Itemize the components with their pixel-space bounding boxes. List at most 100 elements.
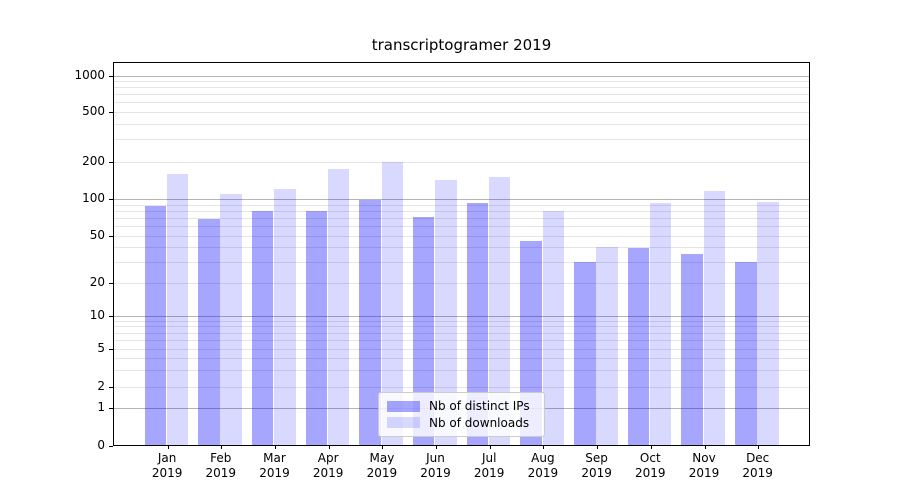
- gridline-minor: [114, 161, 809, 163]
- x-tick-label: Jul 2019: [473, 451, 505, 480]
- gridline-minor: [114, 340, 809, 342]
- x-tick-label: May 2019: [366, 451, 398, 480]
- plot-area: [109, 62, 810, 449]
- y-tick-label: 200: [82, 153, 105, 168]
- x-tick-mark: [758, 445, 760, 449]
- gridline-minor: [114, 210, 809, 212]
- legend-swatch-downloads: [387, 417, 420, 429]
- y-tick-mark: [109, 111, 113, 113]
- y-tick-mark: [109, 349, 113, 350]
- bar-jan-downloads: [166, 174, 189, 445]
- x-tick-mark: [167, 445, 169, 449]
- bar-jan-distinct-ips: [144, 205, 167, 445]
- y-tick-label: 2: [97, 378, 105, 393]
- y-tick-label: 100: [82, 191, 105, 205]
- x-tick-mark: [597, 445, 599, 449]
- y-tick-label: 0: [97, 438, 105, 453]
- chart-title: transcriptogramer 2019: [371, 36, 552, 54]
- gridline-minor: [114, 102, 809, 104]
- x-tick-label: Nov 2019: [688, 451, 720, 480]
- y-tick-mark: [109, 315, 113, 317]
- bar-sep-downloads: [596, 246, 618, 445]
- y-tick-mark: [109, 161, 113, 163]
- gridline-minor: [114, 370, 809, 371]
- bar-mar-distinct-ips: [251, 210, 274, 445]
- y-tick-label: 5: [97, 341, 105, 355]
- bar-mar-downloads: [274, 188, 296, 445]
- gridline-minor: [114, 386, 809, 388]
- gridline-minor: [114, 225, 809, 227]
- x-tick-mark: [382, 445, 384, 449]
- gridline-minor: [114, 332, 809, 334]
- x-tick-label: Aug 2019: [527, 451, 559, 480]
- gridline-minor: [114, 111, 809, 113]
- y-tick-mark: [109, 199, 113, 200]
- bar-dec-distinct-ips: [735, 262, 757, 445]
- x-tick-mark: [543, 445, 545, 449]
- x-tick-label: Apr 2019: [312, 451, 344, 480]
- y-tick-mark: [109, 408, 113, 409]
- bar-dec-downloads: [757, 202, 779, 445]
- gridline-minor: [114, 246, 809, 248]
- gridline-minor: [114, 217, 809, 219]
- bar-sep-distinct-ips: [574, 262, 596, 445]
- y-tick-label: 1: [97, 400, 105, 414]
- x-tick-label: Dec 2019: [742, 451, 773, 480]
- legend-item-downloads: Nb of downloads: [387, 415, 536, 430]
- bar-feb-downloads: [220, 194, 242, 445]
- y-tick-label: 10: [89, 307, 105, 322]
- y-tick-mark: [109, 235, 113, 237]
- gridline-major: [114, 315, 809, 317]
- x-tick-label: Mar 2019: [259, 451, 290, 480]
- x-tick-mark: [489, 445, 491, 449]
- y-tick-mark: [109, 76, 113, 77]
- y-tick-mark: [109, 446, 113, 448]
- bar-oct-distinct-ips: [627, 248, 650, 445]
- x-tick-label: Feb 2019: [205, 451, 237, 480]
- x-tick-mark: [221, 445, 223, 449]
- bar-feb-distinct-ips: [198, 218, 220, 445]
- x-tick-mark: [650, 445, 652, 449]
- gridline-minor: [114, 94, 809, 96]
- gridline-minor: [114, 349, 809, 350]
- y-tick-label: 50: [89, 227, 105, 242]
- x-tick-mark: [704, 445, 706, 449]
- bar-jul-downloads: [488, 176, 511, 445]
- y-tick-label: 500: [82, 103, 105, 118]
- legend-item-distinct-ips: Nb of distinct IPs: [387, 399, 536, 414]
- bar-jun-downloads: [435, 180, 457, 445]
- gridline-minor: [114, 282, 809, 284]
- bar-jul-distinct-ips: [466, 202, 489, 445]
- x-tick-mark: [275, 445, 276, 449]
- bar-nov-downloads: [703, 190, 726, 445]
- gridline-minor: [114, 204, 809, 206]
- gridline-minor: [114, 139, 809, 141]
- bar-may-downloads: [381, 162, 404, 445]
- y-tick-mark: [109, 282, 113, 284]
- y-tick-label: 1000: [74, 68, 105, 82]
- y-tick-mark: [109, 386, 113, 388]
- gridline-minor: [114, 326, 809, 328]
- gridline-minor: [114, 235, 809, 237]
- legend-label-distinct-ips: Nb of distinct IPs: [429, 399, 530, 414]
- bar-may-distinct-ips: [359, 199, 381, 445]
- x-tick-label: Jan 2019: [151, 451, 183, 480]
- bar-jun-distinct-ips: [412, 216, 435, 445]
- gridline-major: [114, 76, 809, 77]
- gridline-minor: [114, 123, 809, 125]
- gridline-minor: [114, 261, 809, 263]
- gridline-minor: [114, 81, 809, 83]
- y-tick-label: 20: [89, 274, 105, 289]
- bar-apr-distinct-ips: [305, 210, 328, 445]
- gridline-minor: [114, 358, 809, 360]
- x-tick-label: Oct 2019: [635, 451, 666, 480]
- legend-label-downloads: Nb of downloads: [429, 415, 530, 430]
- gridline-major: [114, 199, 809, 200]
- gridline-minor: [114, 87, 809, 89]
- legend: Nb of distinct IPs Nb of downloads: [378, 392, 545, 437]
- legend-swatch-distinct-ips: [387, 400, 420, 412]
- bar-oct-downloads: [649, 202, 672, 445]
- bar-nov-distinct-ips: [681, 254, 703, 445]
- x-tick-mark: [436, 445, 437, 449]
- bar-apr-downloads: [327, 169, 350, 445]
